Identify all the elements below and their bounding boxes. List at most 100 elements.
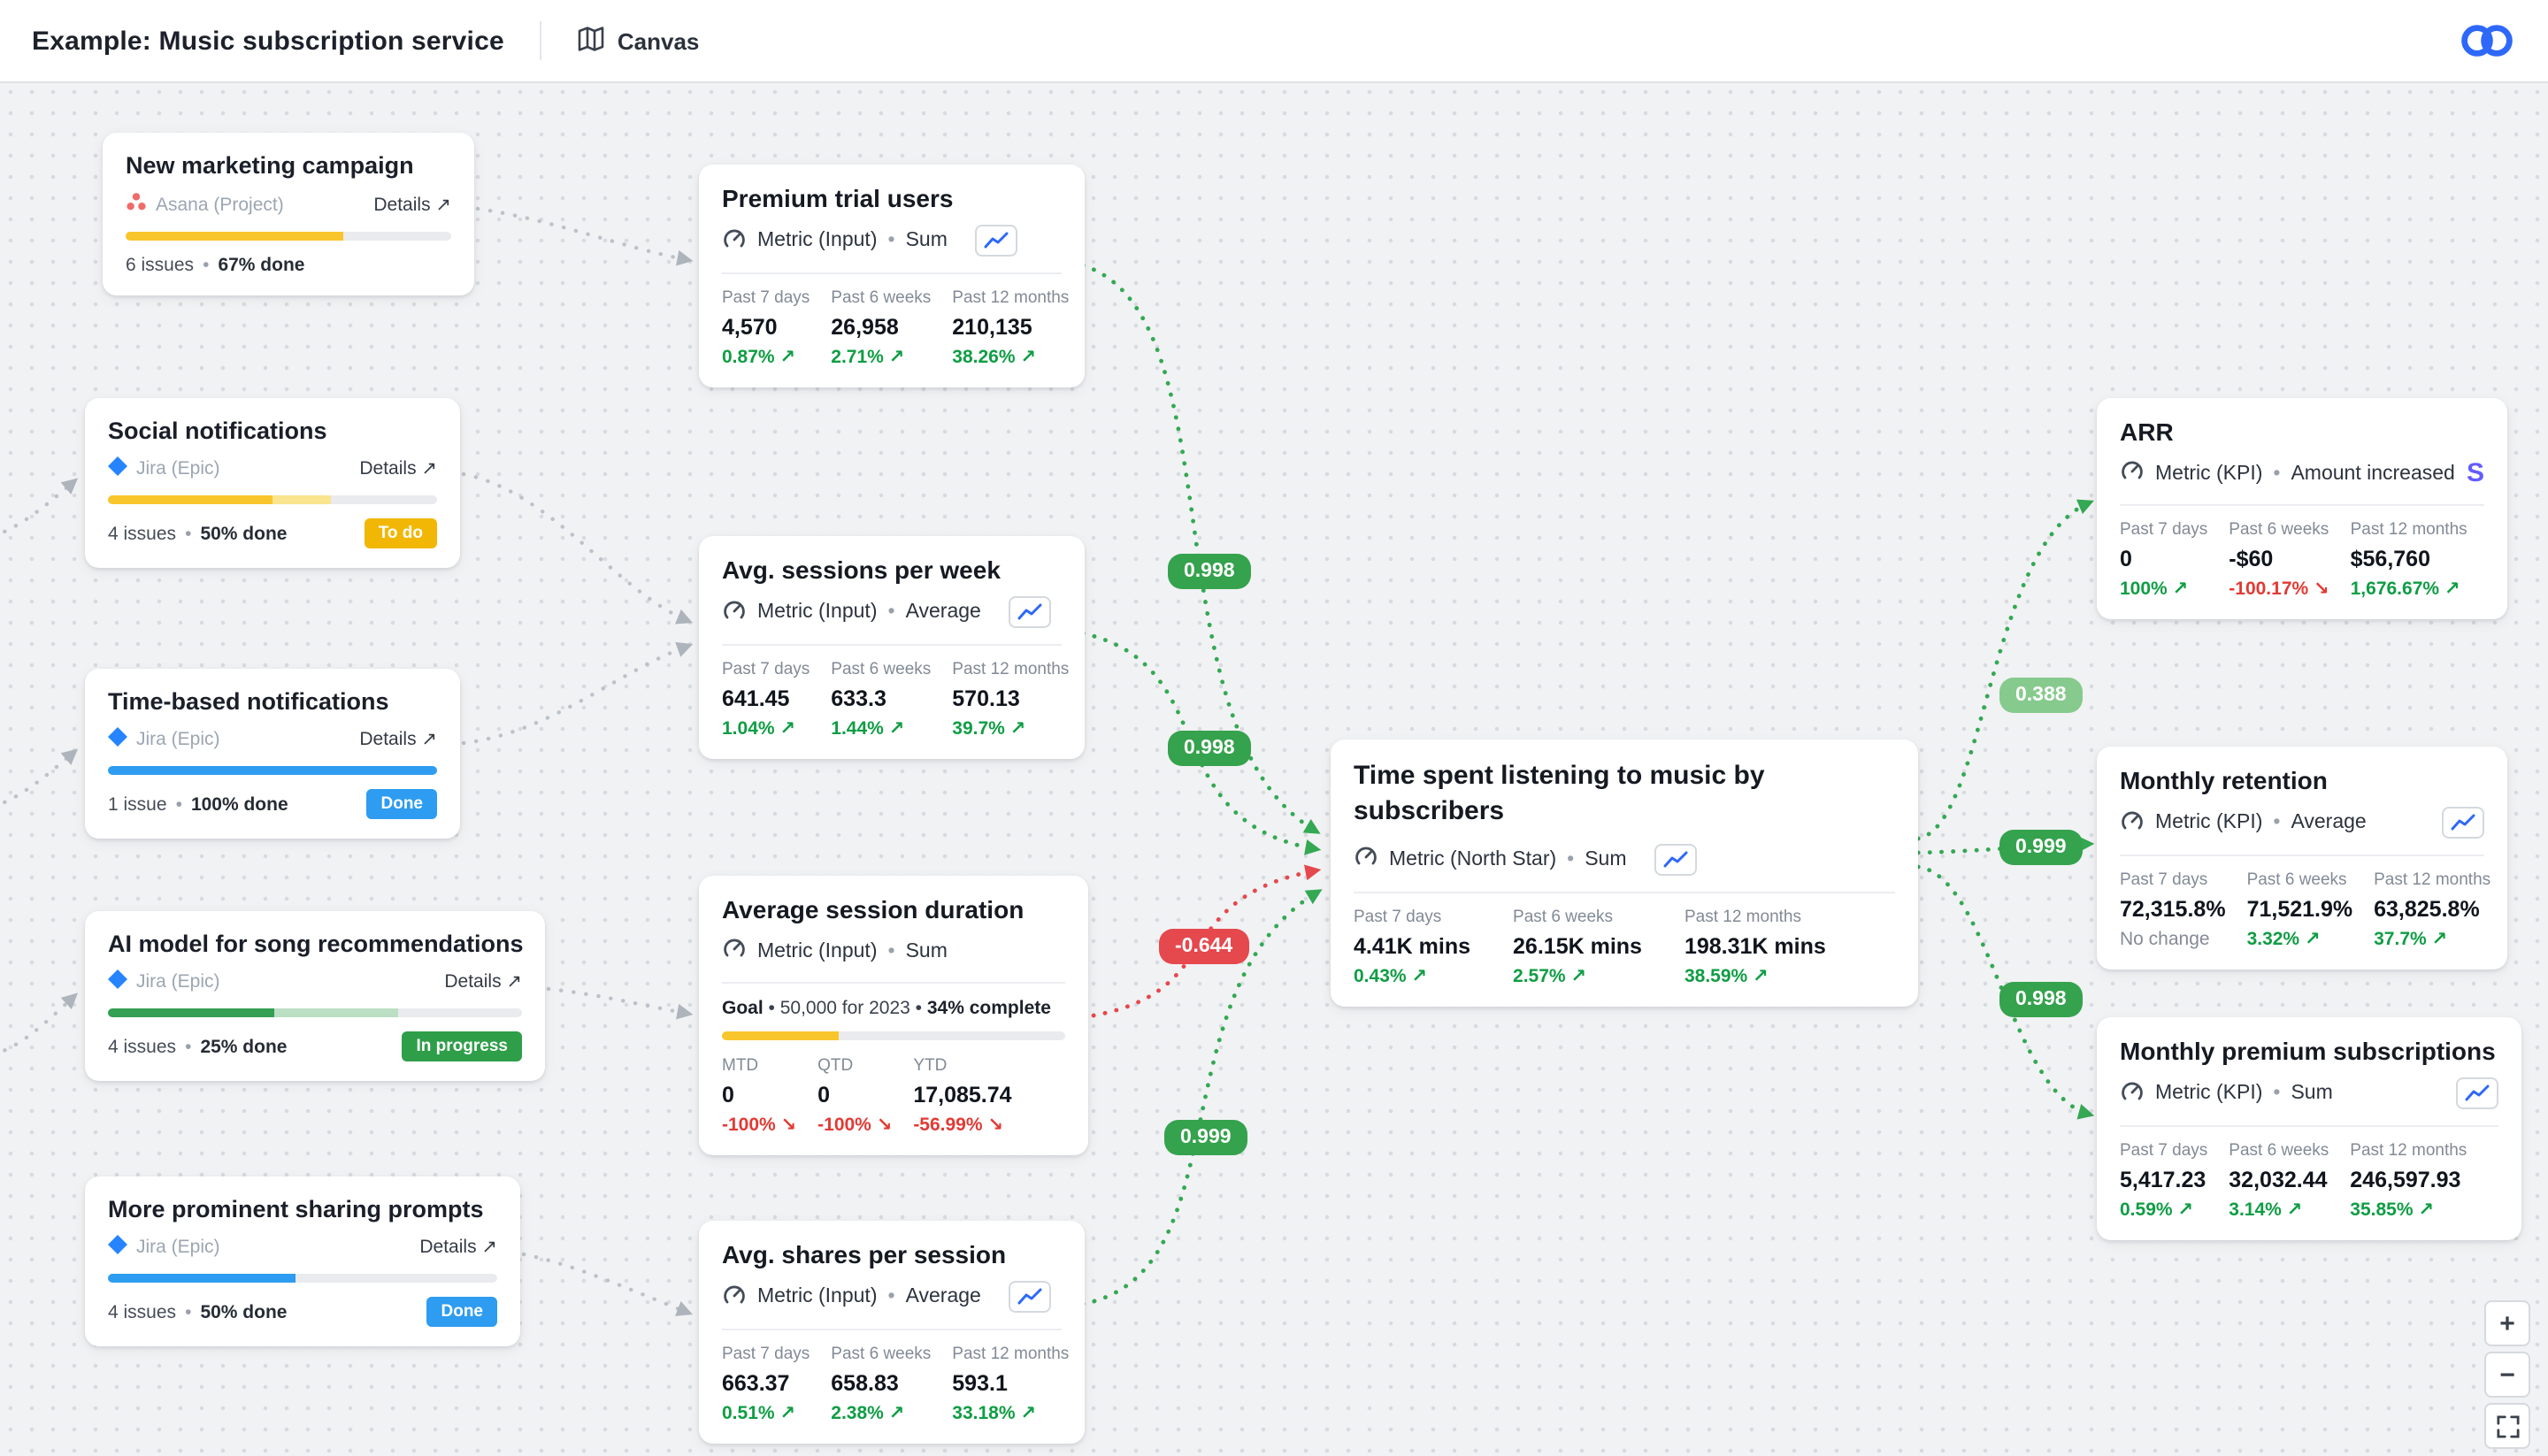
correlation-chip[interactable]: -0.644 bbox=[1159, 929, 1249, 964]
project-source-label: Asana (Project) bbox=[156, 194, 284, 215]
bullet: • bbox=[185, 523, 192, 544]
canvas[interactable]: New marketing campaign Asana (Project) D… bbox=[0, 81, 2548, 1456]
metric-title: Premium trial users bbox=[722, 184, 954, 212]
progress-segment bbox=[108, 1274, 295, 1283]
correlation-chip[interactable]: 0.999 bbox=[1999, 830, 2083, 865]
project-card-sharing-prompts[interactable]: More prominent sharing prompts Jira (Epi… bbox=[85, 1176, 520, 1346]
chart-icon[interactable] bbox=[1009, 596, 1052, 628]
bullet: • bbox=[887, 1286, 895, 1307]
correlation-chip[interactable]: 0.388 bbox=[1999, 678, 2083, 713]
goal-row: Goal • 50,000 for 2023 • 34% complete bbox=[722, 998, 1065, 1019]
metric-gauge-icon bbox=[722, 936, 747, 966]
app-logo[interactable] bbox=[2456, 21, 2516, 60]
stat-col: Past 12 months 246,597.93 35.85% ↗ bbox=[2350, 1141, 2467, 1221]
metric-card-premium-trial-users[interactable]: Premium trial users Metric (Input) • Sum… bbox=[699, 165, 1085, 387]
stat-value: 4.41K mins bbox=[1354, 933, 1471, 958]
metric-card-avg-shares-per-session[interactable]: Avg. shares per session Metric (Input) •… bbox=[699, 1221, 1085, 1444]
stat-value: 570.13 bbox=[952, 686, 1020, 711]
correlation-chip[interactable]: 0.999 bbox=[1164, 1120, 1247, 1155]
stat-period: Past 6 weeks bbox=[2229, 520, 2329, 540]
progress-bar bbox=[108, 1274, 497, 1283]
stripe-logo: S bbox=[2466, 458, 2484, 488]
stat-period: QTD bbox=[817, 1056, 854, 1076]
correlation-chip[interactable]: 0.998 bbox=[1168, 731, 1251, 766]
metric-card-monthly-retention[interactable]: Monthly retention Metric (KPI) • Average… bbox=[2097, 747, 2507, 969]
metric-card-monthly-premium-subscriptions[interactable]: Monthly premium subscriptions Metric (KP… bbox=[2097, 1017, 2521, 1240]
stat-period: Past 6 weeks bbox=[2229, 1141, 2329, 1161]
stat-value: 593.1 bbox=[952, 1371, 1008, 1396]
stat-value: 63,825.8% bbox=[2374, 897, 2480, 922]
stat-period: Past 6 weeks bbox=[1513, 907, 1614, 926]
jira-icon bbox=[108, 1235, 127, 1260]
stat-value: 32,032.44 bbox=[2229, 1168, 2328, 1192]
project-card-new-marketing-campaign[interactable]: New marketing campaign Asana (Project) D… bbox=[103, 133, 474, 295]
jira-icon bbox=[108, 456, 127, 481]
stat-col: Past 7 days 4,570 0.87% ↗ bbox=[722, 288, 810, 368]
goal-label: Goal bbox=[722, 998, 764, 1019]
project-title: Social notifications bbox=[108, 418, 327, 444]
project-title: New marketing campaign bbox=[126, 152, 414, 179]
stat-period: MTD bbox=[722, 1056, 759, 1076]
metric-card-avg-sessions-per-week[interactable]: Avg. sessions per week Metric (Input) • … bbox=[699, 536, 1085, 759]
stat-change: 1.44% ↗ bbox=[831, 718, 905, 739]
metric-title: ARR bbox=[2120, 418, 2174, 446]
chart-icon[interactable] bbox=[975, 225, 1018, 257]
stat-period: Past 7 days bbox=[1354, 907, 1442, 926]
edge-duration-to-northstar bbox=[1091, 864, 1322, 1018]
details-link[interactable]: Details ↗ bbox=[444, 971, 522, 992]
details-link[interactable]: Details ↗ bbox=[373, 194, 451, 215]
tab-canvas-label: Canvas bbox=[617, 27, 700, 54]
metric-gauge-icon bbox=[722, 1282, 747, 1312]
stat-col: Past 6 weeks 26,958 2.71% ↗ bbox=[831, 288, 931, 368]
fullscreen-button[interactable] bbox=[2484, 1403, 2530, 1449]
stat-change: 37.7% ↗ bbox=[2374, 929, 2448, 950]
divider bbox=[722, 982, 1065, 984]
stat-change: 0.51% ↗ bbox=[722, 1403, 795, 1424]
metric-gauge-icon bbox=[2120, 1078, 2145, 1108]
bullet: • bbox=[185, 1036, 192, 1057]
stat-period: Past 12 months bbox=[952, 660, 1070, 679]
stat-change: 39.7% ↗ bbox=[952, 718, 1026, 739]
metric-agg-label: Sum bbox=[905, 940, 948, 962]
stat-period: Past 7 days bbox=[2120, 520, 2208, 540]
metric-type-label: Metric (Input) bbox=[757, 940, 878, 962]
chart-icon[interactable] bbox=[2456, 1077, 2498, 1109]
zoom-in-button[interactable]: + bbox=[2484, 1300, 2530, 1346]
bullet: • bbox=[2273, 1083, 2281, 1104]
chart-icon[interactable] bbox=[2442, 807, 2484, 839]
details-link[interactable]: Details ↗ bbox=[359, 458, 437, 479]
edge-northstar-to-arr bbox=[1915, 499, 2094, 841]
stat-col: Past 12 months 210,135 38.26% ↗ bbox=[952, 288, 1069, 368]
metric-card-north-star[interactable]: Time spent listening to music by subscri… bbox=[1331, 739, 1918, 1006]
project-title: AI model for song recommendations bbox=[108, 931, 524, 957]
details-link[interactable]: Details ↗ bbox=[419, 1237, 497, 1258]
bullet: • bbox=[185, 1301, 192, 1322]
metric-card-arr[interactable]: ARR Metric (KPI) • Amount increased S Pa… bbox=[2097, 398, 2507, 619]
correlation-chip[interactable]: 0.998 bbox=[1999, 982, 2083, 1017]
stat-period: Past 7 days bbox=[722, 660, 810, 679]
project-card-time-based-notifications[interactable]: Time-based notifications Jira (Epic) Det… bbox=[85, 669, 460, 839]
stat-change: -56.99% ↘ bbox=[913, 1115, 1003, 1136]
details-link[interactable]: Details ↗ bbox=[359, 729, 437, 750]
tab-canvas[interactable]: Canvas bbox=[577, 24, 700, 57]
header: Example: Music subscription service Canv… bbox=[0, 0, 2548, 81]
chart-icon[interactable] bbox=[1009, 1281, 1052, 1313]
issues-count: 1 issue bbox=[108, 793, 167, 815]
stat-change: 0.87% ↗ bbox=[722, 347, 795, 368]
stat-col: Past 6 weeks 26.15K mins 2.57% ↗ bbox=[1513, 907, 1642, 986]
chart-icon[interactable] bbox=[1654, 843, 1698, 875]
jira-icon bbox=[108, 727, 127, 752]
metric-agg-label: Sum bbox=[2291, 1083, 2333, 1104]
stat-change: No change bbox=[2120, 929, 2210, 950]
zoom-out-button[interactable]: − bbox=[2484, 1352, 2530, 1398]
project-card-social-notifications[interactable]: Social notifications Jira (Epic) Details… bbox=[85, 398, 460, 568]
stat-value: 0 bbox=[722, 1083, 734, 1107]
stat-col: Past 7 days 72,315.8% No change bbox=[2120, 870, 2226, 950]
project-source: Jira (Epic) bbox=[108, 1235, 220, 1260]
metric-title: Monthly retention bbox=[2120, 766, 2328, 794]
metric-card-average-session-duration[interactable]: Average session duration Metric (Input) … bbox=[699, 876, 1088, 1155]
stat-change: 2.57% ↗ bbox=[1513, 965, 1587, 986]
project-card-ai-model[interactable]: AI model for song recommendations Jira (… bbox=[85, 911, 545, 1081]
stat-value: $56,760 bbox=[2350, 547, 2430, 571]
correlation-chip[interactable]: 0.998 bbox=[1168, 554, 1251, 589]
